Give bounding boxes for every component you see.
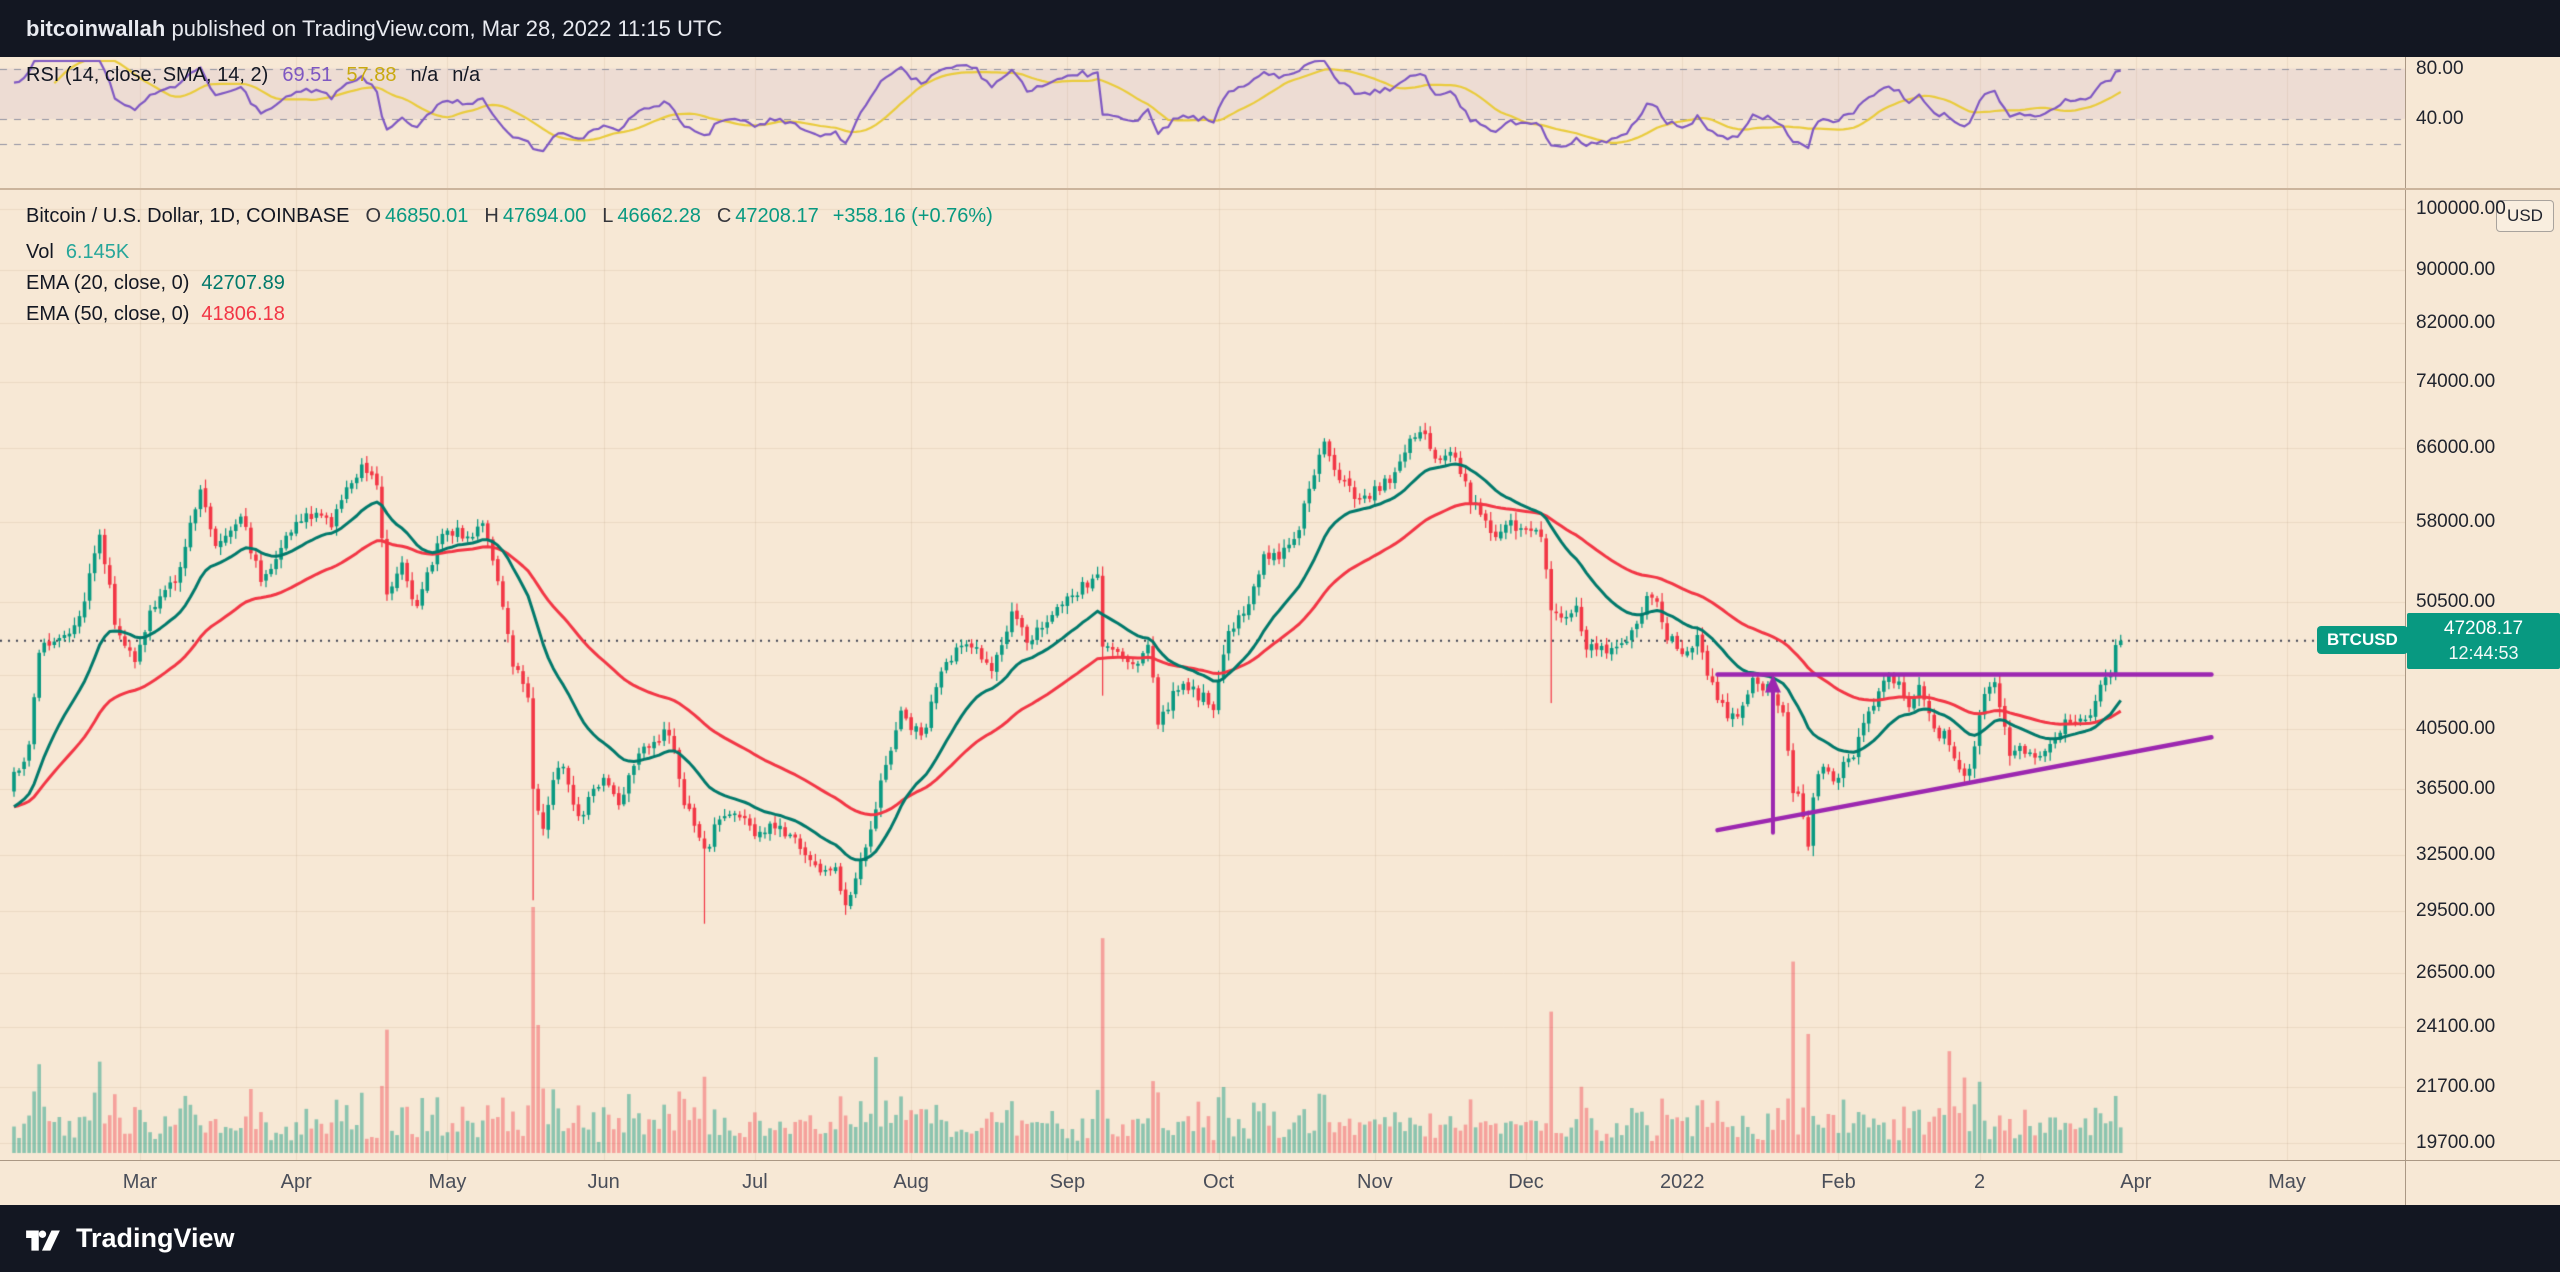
ohlc-value: 47208.17 (735, 205, 819, 227)
price-axis-label: 36500.00 (2416, 777, 2496, 799)
bar-countdown: 12:44:53 (2448, 642, 2519, 663)
price-axis-label: 82000.00 (2416, 312, 2496, 334)
price-axis-label: 19700.00 (2416, 1132, 2496, 1153)
footer-bar: TradingView (0, 1205, 2560, 1272)
time-axis-label: Sep (1049, 1171, 1086, 1193)
last-price-badge: 47208.17 12:44:53 (2407, 612, 2560, 669)
change-value: +358.16 (+0.76%) (832, 205, 993, 227)
time-axis-label: 2022 (1659, 1171, 1705, 1193)
ema50-legend[interactable]: EMA (50, close, 0) 41806.18 (26, 303, 285, 326)
rsi-band-lower-value: n/a (452, 64, 481, 86)
time-axis-label: 2 (1974, 1171, 1986, 1193)
time-axis-label: Nov (1357, 1171, 1393, 1193)
ema50-value: 41806.18 (201, 303, 285, 325)
ohlc-key: C (716, 205, 732, 227)
price-axis-label: 24100.00 (2416, 1016, 2496, 1038)
time-axis-label: May (428, 1171, 467, 1193)
attribution-username: bitcoinwallah (26, 15, 166, 41)
tradingview-brand[interactable]: TradingView (76, 1223, 235, 1253)
price-axis-label: 66000.00 (2416, 437, 2496, 459)
time-axis-label: Jul (742, 1171, 768, 1193)
time-axis-label: Oct (1202, 1171, 1235, 1193)
ema20-value: 42707.89 (201, 272, 285, 294)
symbol-title[interactable]: Bitcoin / U.S. Dollar, 1D, COINBASE (26, 205, 350, 227)
time-axis[interactable]: Mar Apr May Jun Jul Aug Sep Oct Nov Dec 2022 Feb 2 Ap… (0, 1160, 2560, 1205)
attribution-text: published on TradingView.com, Mar 28, 20… (165, 15, 723, 41)
rsi-band-upper-value: n/a (410, 64, 439, 86)
rsi-value: 69.51 (282, 64, 333, 86)
time-axis-label: Dec (1508, 1171, 1544, 1193)
ema20-label[interactable]: EMA (20, close, 0) (26, 272, 190, 294)
ohlc-key: O (365, 205, 381, 227)
time-axis-label: Apr (2120, 1171, 2152, 1193)
currency-chip[interactable]: USD (2496, 200, 2554, 232)
time-axis-label: Aug (893, 1171, 929, 1193)
ohlc-values: O 46850.01 H 47694.00 L 46662.28 C 47208.17 (349, 205, 818, 228)
volume-legend[interactable]: Vol 6.145K (26, 241, 129, 264)
tradingview-logo-icon (24, 1223, 62, 1255)
ohlc-key: L (602, 205, 614, 227)
symbol-legend[interactable]: Bitcoin / U.S. Dollar, 1D, COINBASE O 468… (26, 205, 993, 228)
attribution-bar: bitcoinwallah published on TradingView.c… (0, 0, 2560, 57)
price-axis-label: 50500.00 (2416, 590, 2496, 612)
time-axis-label: Mar (122, 1171, 158, 1193)
rsi-ma-value: 57.88 (346, 64, 397, 86)
last-price-value: 47208.17 (2443, 617, 2524, 639)
time-axis-label: Jun (587, 1171, 620, 1193)
price-axis-label: 74000.00 (2416, 371, 2496, 393)
rsi-legend[interactable]: RSI (14, close, SMA, 14, 2) 69.51 57.88 n/a… (26, 64, 494, 87)
pane-divider[interactable] (0, 188, 2560, 190)
price-axis-label: 21700.00 (2416, 1076, 2496, 1098)
ohlc-key: H (484, 205, 499, 227)
ema20-legend[interactable]: EMA (20, close, 0) 42707.89 (26, 272, 285, 295)
time-axis-label: Apr (280, 1171, 312, 1193)
time-axis-label: May (2268, 1171, 2306, 1193)
price-axis-label: 29500.00 (2416, 899, 2496, 921)
rsi-axis-label: 80.00 (2416, 57, 2464, 79)
volume-label[interactable]: Vol (26, 241, 54, 263)
price-chart-canvas[interactable] (0, 57, 2405, 1160)
price-axis-label: 40500.00 (2416, 717, 2496, 739)
symbol-price-label: BTCUSD (2317, 625, 2408, 654)
price-axis-label: 26500.00 (2416, 961, 2496, 983)
volume-value: 6.145K (65, 241, 130, 263)
price-axis-label: 90000.00 (2416, 258, 2496, 280)
price-axis-label: 58000.00 (2416, 511, 2496, 533)
price-axis[interactable]: USD 47208.17 12:44:53 100000.00 90000.00 8… (2405, 57, 2560, 1205)
price-axis-label: 32500.00 (2416, 844, 2496, 866)
rsi-legend-title[interactable]: RSI (14, close, SMA, 14, 2) (26, 64, 269, 86)
ohlc-value: 46850.01 (385, 205, 469, 227)
ema50-label[interactable]: EMA (50, close, 0) (26, 303, 190, 325)
rsi-axis-label: 40.00 (2416, 108, 2464, 129)
price-axis-label: 100000.00 (2416, 198, 2506, 220)
ohlc-value: 47694.00 (502, 205, 587, 227)
ohlc-value: 46662.28 (617, 205, 701, 227)
time-axis-label: Feb (1821, 1171, 1856, 1193)
